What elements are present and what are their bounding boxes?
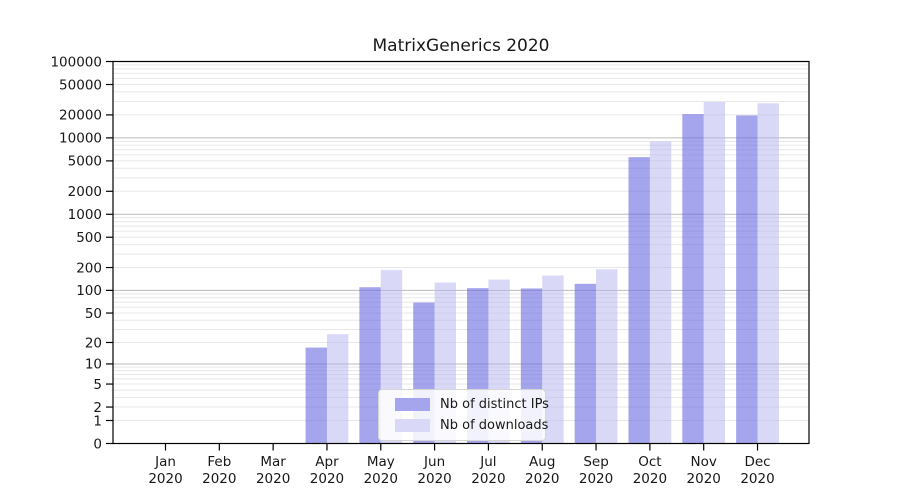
x-tick-label-month: Nov (691, 454, 717, 470)
y-tick-label: 20 (85, 335, 102, 351)
y-tick-label: 10 (85, 357, 102, 373)
legend-item-distinct-ips: Nb of distinct IPs (395, 396, 549, 413)
chart-title: MatrixGenerics 2020 (372, 36, 550, 56)
x-tick-label-year: 2020 (148, 471, 182, 487)
bar-downloads-sep (596, 269, 618, 444)
x-tick-label-year: 2020 (633, 471, 667, 487)
x-tick-label-month: Oct (638, 454, 661, 470)
x-tick-label-year: 2020 (687, 471, 721, 487)
y-tick-label: 50 (85, 306, 102, 322)
legend: Nb of distinct IPs Nb of downloads (378, 389, 549, 441)
bar-ips-sep (574, 283, 597, 444)
bar-downloads-nov (703, 102, 726, 444)
x-tick-label-year: 2020 (579, 471, 613, 487)
legend-label-downloads: Nb of downloads (440, 418, 549, 433)
x-tick-label-month: Jul (479, 454, 496, 470)
legend-item-downloads: Nb of downloads (395, 417, 548, 434)
x-tick-label-year: 2020 (471, 471, 505, 487)
bar-downloads-dec (757, 103, 779, 444)
bar-ips-may (359, 287, 381, 444)
x-tick-label-month: May (367, 454, 395, 470)
y-tick-label: 0 (93, 436, 102, 452)
y-tick-label: 1000 (68, 207, 102, 223)
x-tick-label-month: Jun (423, 454, 445, 470)
y-tick-label: 1 (93, 413, 102, 429)
y-tick-label: 5000 (68, 154, 102, 170)
bars (305, 102, 779, 444)
legend-swatch-ips (395, 398, 430, 411)
bar-ips-nov (682, 114, 704, 444)
x-tick-label-year: 2020 (740, 471, 774, 487)
bar-ips-apr (305, 347, 327, 444)
y-tick-label: 10000 (59, 131, 102, 147)
x-tick-label-month: Sep (583, 454, 608, 470)
x-tick-label-year: 2020 (202, 471, 236, 487)
y-tick-label: 20000 (59, 108, 102, 124)
y-tick-label: 100000 (50, 54, 102, 70)
x-tick-label-year: 2020 (364, 471, 398, 487)
y-tick-label: 500 (76, 230, 102, 246)
x-tick-label-month: Mar (260, 454, 286, 470)
x-tick-label-month: Dec (744, 454, 770, 470)
bar-ips-oct (628, 157, 650, 444)
x-tick-label-month: Apr (315, 454, 339, 470)
x-tick-label-month: Jan (154, 454, 176, 470)
legend-label-distinct-ips: Nb of distinct IPs (440, 397, 549, 412)
bar-downloads-oct (649, 141, 672, 444)
x-axis: Jan2020Feb2020Mar2020Apr2020May2020Jun20… (148, 443, 775, 487)
y-tick-label: 2000 (68, 184, 102, 200)
bar-downloads-aug (542, 275, 564, 444)
y-tick-label: 2 (93, 400, 102, 416)
x-tick-label-month: Aug (529, 454, 555, 470)
y-tick-label: 50000 (59, 77, 102, 93)
x-tick-label-year: 2020 (256, 471, 290, 487)
x-tick-label-month: Feb (207, 454, 231, 470)
x-tick-label-year: 2020 (417, 471, 451, 487)
y-tick-label: 200 (76, 260, 102, 276)
legend-swatch-downloads (395, 419, 430, 432)
plot-border (112, 60, 810, 445)
bar-downloads-apr (326, 334, 349, 444)
x-tick-label-year: 2020 (525, 471, 559, 487)
bar-ips-dec (736, 115, 758, 444)
y-tick-label: 100 (76, 283, 102, 299)
plot-frame (112, 60, 810, 445)
x-tick-label-year: 2020 (310, 471, 344, 487)
y-tick-label: 5 (93, 377, 102, 393)
y-axis: 0 12 5 10 20 50 100 200 500 1000 2000 5000 10000 2000… (50, 54, 113, 452)
